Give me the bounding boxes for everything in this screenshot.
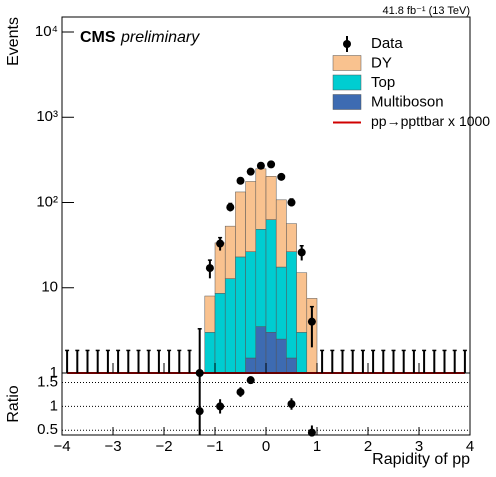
stack-segment bbox=[275, 338, 287, 374]
stack-segment bbox=[204, 295, 216, 333]
x-tick-label: 1 bbox=[313, 438, 321, 455]
y-tick-label: 1 bbox=[50, 364, 58, 381]
stack-segment bbox=[204, 332, 216, 374]
stack-segment bbox=[265, 332, 277, 374]
stack-segment bbox=[245, 357, 257, 374]
stack-segment bbox=[296, 272, 308, 333]
ratio-point bbox=[236, 388, 245, 397]
data-point bbox=[256, 161, 265, 170]
ratio-tick-label: 0.5 bbox=[37, 421, 58, 438]
data-point bbox=[226, 203, 235, 212]
y-tick-label: 10⁴ bbox=[35, 23, 58, 40]
stack-segment bbox=[224, 225, 236, 279]
stack-segment bbox=[296, 332, 308, 374]
ratio-label: Ratio bbox=[5, 385, 22, 422]
x-tick-label: 2 bbox=[364, 438, 372, 455]
x-tick-label: 4 bbox=[466, 438, 474, 455]
legend-label: Data bbox=[371, 35, 403, 52]
data-point bbox=[307, 317, 316, 326]
legend-data-marker bbox=[343, 40, 351, 48]
stack-segment bbox=[286, 223, 297, 252]
x-tick-label: −1 bbox=[206, 438, 223, 455]
stack-segment bbox=[265, 219, 277, 333]
stack-segment bbox=[245, 181, 257, 252]
data-point bbox=[236, 176, 245, 185]
stack-segment bbox=[255, 326, 267, 374]
data-point bbox=[267, 160, 276, 169]
experiment: CMS bbox=[80, 29, 116, 46]
stack-segment bbox=[255, 229, 267, 327]
stack-segment bbox=[224, 278, 236, 374]
ratio-point bbox=[307, 428, 316, 437]
ratio-point bbox=[195, 407, 204, 416]
data-point bbox=[277, 172, 286, 181]
stack-segment bbox=[275, 199, 287, 268]
stack-segment bbox=[214, 293, 226, 374]
legend-label: Multiboson bbox=[371, 93, 444, 110]
status: preliminary bbox=[120, 29, 200, 46]
stack-segment bbox=[265, 176, 277, 220]
lumi-label: 41.8 fb⁻¹ (13 TeV) bbox=[382, 5, 470, 17]
y-tick-label: 10³ bbox=[36, 108, 58, 125]
legend-swatch bbox=[332, 94, 362, 110]
legend-label: Top bbox=[371, 74, 395, 91]
legend-swatch bbox=[332, 74, 362, 91]
legend-swatch bbox=[332, 55, 362, 71]
data-point bbox=[287, 198, 296, 207]
stack-segment bbox=[255, 168, 267, 230]
ratio-point bbox=[287, 400, 296, 408]
data-point bbox=[216, 239, 225, 248]
data-point bbox=[246, 167, 255, 176]
stack-segment bbox=[235, 191, 246, 258]
stack-segment bbox=[286, 251, 297, 359]
ratio-tick-label: 1 bbox=[50, 397, 58, 414]
stack-segment bbox=[235, 256, 246, 374]
stack-segment bbox=[286, 357, 297, 374]
x-tick-label: 3 bbox=[415, 438, 423, 455]
x-label: Rapidity of pp bbox=[372, 451, 470, 468]
x-tick-label: 0 bbox=[262, 438, 270, 455]
stack-segment bbox=[275, 266, 287, 340]
x-tick-label: −3 bbox=[104, 438, 121, 455]
y-tick-label: 10 bbox=[41, 279, 58, 296]
ratio-point bbox=[246, 376, 255, 385]
data-point bbox=[297, 248, 306, 257]
ratio-point bbox=[216, 402, 225, 411]
x-tick-label: −4 bbox=[53, 438, 70, 455]
legend-label: DY bbox=[371, 54, 392, 71]
x-tick-label: −2 bbox=[155, 438, 172, 455]
data-point bbox=[205, 264, 214, 273]
y-tick-label: 10² bbox=[36, 193, 58, 210]
legend-label: pp→ppttbar x 1000 bbox=[371, 113, 490, 129]
y-label: Events bbox=[5, 17, 22, 66]
ratio-tick-label: 1.5 bbox=[37, 374, 58, 391]
stack-segment bbox=[245, 251, 257, 359]
